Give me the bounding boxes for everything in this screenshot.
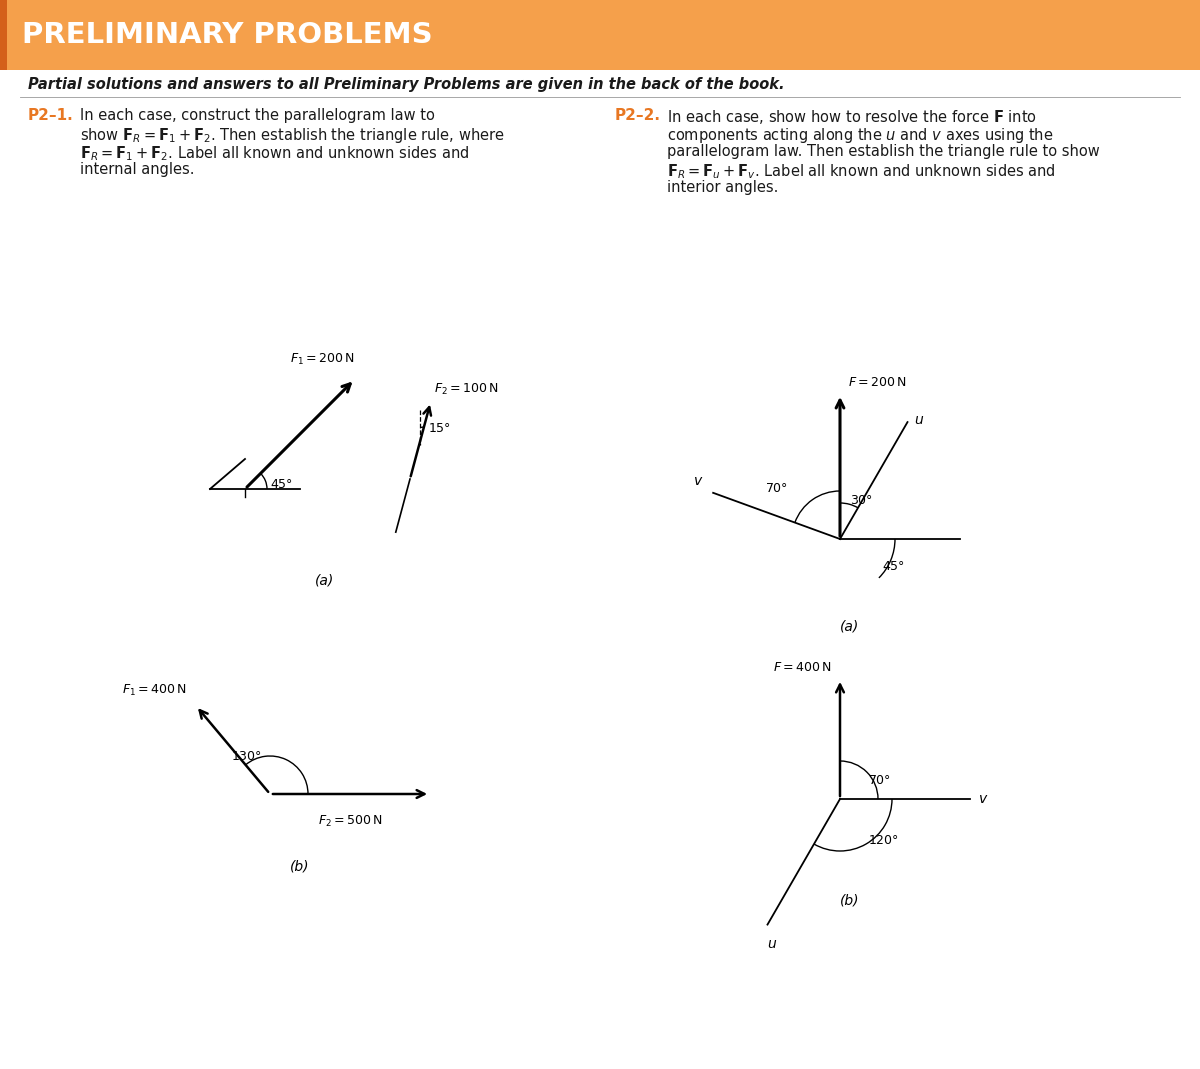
Text: (a): (a) — [840, 619, 859, 633]
Text: $120°$: $120°$ — [868, 835, 899, 848]
Text: $u$: $u$ — [768, 936, 778, 950]
Text: (a): (a) — [316, 574, 335, 588]
Text: $\mathbf{F}_R = \mathbf{F}_u + \mathbf{F}_v$. Label all known and unknown sides : $\mathbf{F}_R = \mathbf{F}_u + \mathbf{F… — [667, 162, 1056, 181]
Text: $F = 400\,\mathrm{N}$: $F = 400\,\mathrm{N}$ — [774, 661, 832, 673]
Bar — [0, 0, 7, 69]
Text: $F_2 = 500\,\mathrm{N}$: $F_2 = 500\,\mathrm{N}$ — [318, 814, 383, 830]
Text: Partial solutions and answers to all Preliminary Problems are given in the back : Partial solutions and answers to all Pre… — [28, 77, 785, 92]
Text: $70°$: $70°$ — [868, 775, 892, 788]
Text: $F_2 = 100\,\mathrm{N}$: $F_2 = 100\,\mathrm{N}$ — [433, 382, 498, 397]
Text: show $\mathbf{F}_R = \mathbf{F}_1 + \mathbf{F}_2$. Then establish the triangle r: show $\mathbf{F}_R = \mathbf{F}_1 + \mat… — [80, 126, 505, 145]
Text: $F = 200\,\mathrm{N}$: $F = 200\,\mathrm{N}$ — [848, 376, 906, 389]
Text: In each case, show how to resolve the force $\mathbf{F}$ into: In each case, show how to resolve the fo… — [667, 108, 1037, 126]
Text: internal angles.: internal angles. — [80, 162, 194, 177]
Text: $v$: $v$ — [978, 792, 989, 806]
Text: $45°$: $45°$ — [882, 560, 905, 573]
Text: (b): (b) — [840, 894, 859, 908]
Bar — [0, 0, 1200, 69]
Text: PRELIMINARY PROBLEMS: PRELIMINARY PROBLEMS — [22, 21, 433, 49]
Text: $15°$: $15°$ — [428, 422, 451, 435]
Text: (b): (b) — [290, 859, 310, 873]
Text: parallelogram law. Then establish the triangle rule to show: parallelogram law. Then establish the tr… — [667, 144, 1099, 159]
Text: $v$: $v$ — [692, 474, 703, 487]
Text: In each case, construct the parallelogram law to: In each case, construct the parallelogra… — [80, 108, 434, 123]
Text: $45°$: $45°$ — [270, 478, 293, 491]
Text: $30°$: $30°$ — [850, 495, 874, 508]
Text: interior angles.: interior angles. — [667, 180, 779, 195]
Text: $F_1 = 200\,\mathrm{N}$: $F_1 = 200\,\mathrm{N}$ — [289, 353, 354, 368]
Text: $u$: $u$ — [913, 413, 924, 428]
Text: $70°$: $70°$ — [764, 482, 788, 496]
Text: $F_1 = 400\,\mathrm{N}$: $F_1 = 400\,\mathrm{N}$ — [121, 683, 186, 698]
Text: $\mathbf{F}_R = \mathbf{F}_1 + \mathbf{F}_2$. Label all known and unknown sides : $\mathbf{F}_R = \mathbf{F}_1 + \mathbf{F… — [80, 144, 469, 162]
Text: $130°$: $130°$ — [232, 749, 262, 762]
Text: P2–2.: P2–2. — [616, 108, 661, 123]
Text: P2–1.: P2–1. — [28, 108, 73, 123]
Text: components acting along the $u$ and $v$ axes using the: components acting along the $u$ and $v$ … — [667, 126, 1054, 145]
